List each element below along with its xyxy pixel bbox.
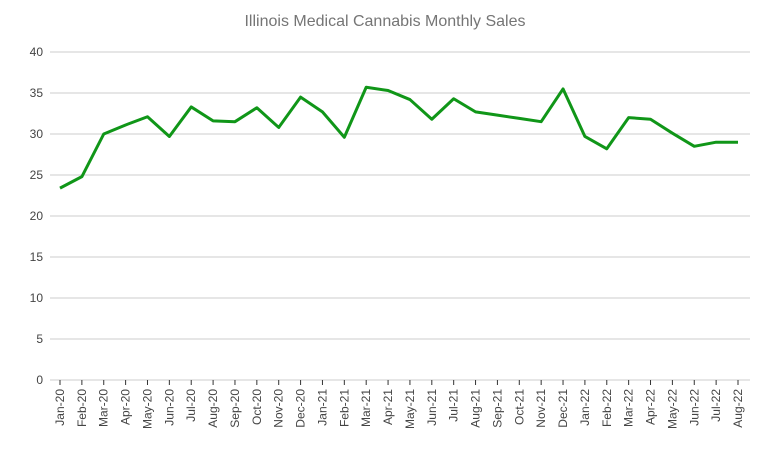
x-tick-label: Mar-21 <box>359 389 373 427</box>
x-tick-label: Jul-21 <box>447 389 461 422</box>
x-tick-label: Jul-22 <box>709 389 723 422</box>
x-tick-label: Sep-21 <box>490 389 504 428</box>
x-tick-label: Feb-22 <box>600 389 614 427</box>
x-tick-label: Nov-21 <box>534 389 548 428</box>
x-tick-label: Jun-20 <box>162 389 176 426</box>
y-tick-label: 10 <box>30 291 44 305</box>
y-tick-label: 25 <box>30 168 44 182</box>
x-tick-label: Oct-21 <box>512 389 526 425</box>
x-tick-label: Apr-21 <box>381 389 395 425</box>
x-tick-label: Aug-21 <box>469 389 483 428</box>
x-tick-label: Mar-20 <box>97 389 111 427</box>
x-tick-label: Feb-20 <box>75 389 89 427</box>
x-tick-label: Sep-20 <box>228 389 242 428</box>
y-tick-label: 35 <box>30 86 44 100</box>
x-tick-label: Jul-20 <box>184 389 198 422</box>
x-tick-label: Dec-21 <box>556 389 570 428</box>
y-tick-label: 30 <box>30 127 44 141</box>
x-tick-label: Aug-22 <box>731 389 745 428</box>
y-tick-label: 20 <box>30 209 44 223</box>
y-tick-label: 0 <box>36 373 43 387</box>
x-tick-label: May-21 <box>403 389 417 429</box>
x-tick-label: Nov-20 <box>272 389 286 428</box>
y-tick-label: 15 <box>30 250 44 264</box>
x-tick-label: May-20 <box>140 389 154 429</box>
x-tick-label: Mar-22 <box>622 389 636 427</box>
x-tick-label: Jun-22 <box>687 389 701 426</box>
x-tick-label: Jan-22 <box>578 389 592 426</box>
y-tick-label: 5 <box>36 332 43 346</box>
x-tick-label: May-22 <box>665 389 679 429</box>
chart-title: Illinois Medical Cannabis Monthly Sales <box>244 13 525 30</box>
x-tick-label: Jun-21 <box>425 389 439 426</box>
y-tick-label: 40 <box>30 45 44 59</box>
x-tick-label: Apr-20 <box>119 389 133 425</box>
x-tick-label: Aug-20 <box>206 389 220 428</box>
x-tick-label: Apr-22 <box>644 389 658 425</box>
series-line <box>59 85 738 190</box>
x-tick-label: Jan-21 <box>315 389 329 426</box>
x-tick-label: Dec-20 <box>294 389 308 428</box>
x-tick-label: Feb-21 <box>337 389 351 427</box>
x-tick-label: Oct-20 <box>250 389 264 425</box>
x-tick-label: Jan-20 <box>53 389 67 426</box>
